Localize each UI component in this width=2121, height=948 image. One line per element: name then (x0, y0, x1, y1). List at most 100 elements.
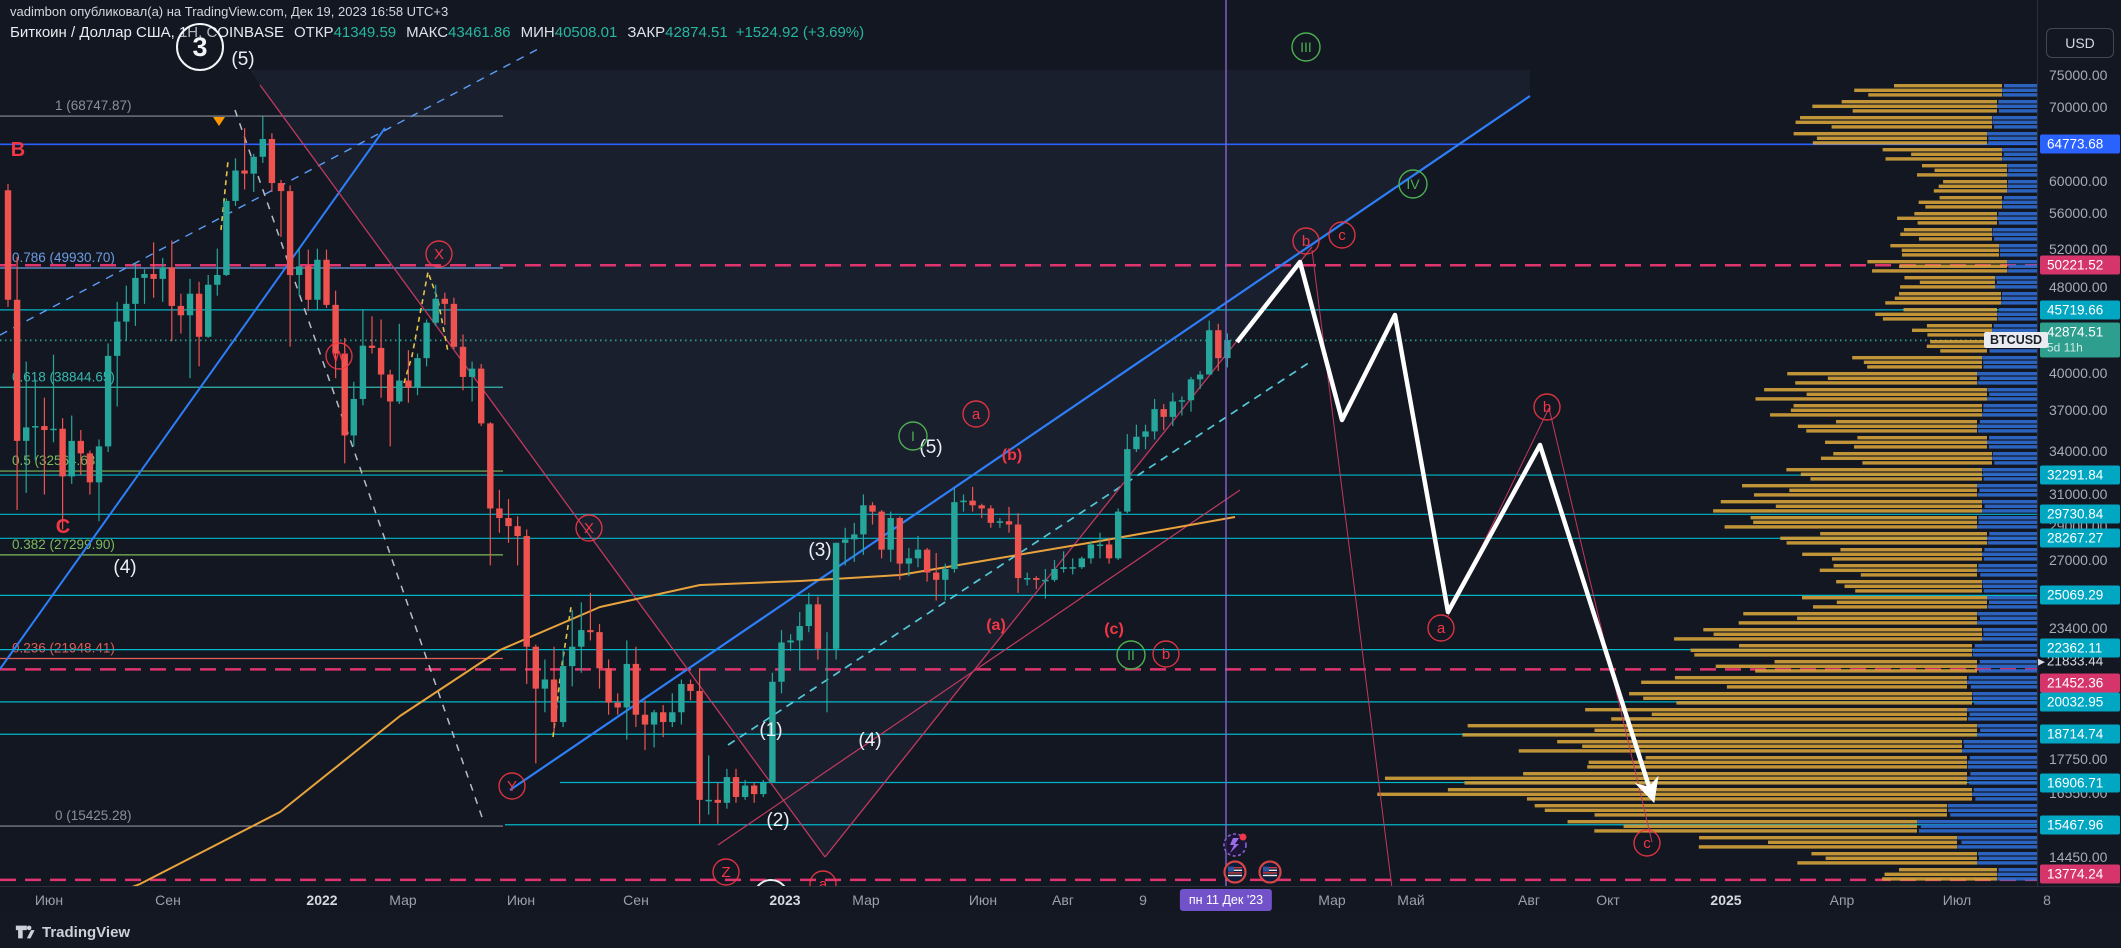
abc-wave-label[interactable]: C (56, 516, 70, 538)
price-level-tag: 64773.68 (2040, 134, 2120, 154)
forecast-zigzag-arrow[interactable] (1235, 259, 1659, 804)
roman-cycle-label[interactable]: I (898, 421, 928, 451)
circled-wave-label[interactable]: a (962, 400, 990, 428)
live-stream-icon[interactable] (1223, 833, 1247, 857)
tradingview-brand[interactable]: TradingView (14, 921, 130, 943)
ohlc-field-label: МИН (520, 24, 555, 41)
elliott-wave-label[interactable]: (2) (766, 810, 789, 831)
abc-wave-label[interactable]: (a) (986, 617, 1006, 634)
circled-wave-label[interactable]: c (1328, 221, 1356, 249)
circled-wave-label[interactable]: Y (498, 772, 526, 800)
circled-wave-label[interactable]: a (809, 870, 837, 897)
circled-wave-label[interactable]: W (325, 342, 353, 370)
elliott-wave-label[interactable]: (5) (919, 437, 942, 458)
circled-wave-label[interactable]: X (575, 514, 603, 542)
trendline-red-proj-fall[interactable] (1548, 407, 1653, 843)
current-price-tag: 42874.51 5d 11h (2040, 322, 2120, 358)
symbol-price-chip: BTCUSD (1984, 332, 2049, 349)
price-tick: 40000.00 (2049, 365, 2108, 382)
roman-cycle-label[interactable]: II (1116, 640, 1146, 670)
price-change: +1524.92 (+3.69%) (735, 24, 865, 41)
price-level-tag: 32291.84 (2040, 465, 2120, 485)
svg-text:Z: Z (721, 864, 730, 881)
time-axis-month-label: Июл (1942, 892, 1972, 908)
svg-text:c: c (1643, 835, 1651, 852)
trendline-red-channel-low[interactable] (717, 489, 1241, 846)
fib-level-label: 1 (68747.87) (55, 98, 132, 113)
svg-text:II: II (1127, 647, 1135, 663)
moving-average-line (132, 516, 1236, 886)
abc-wave-label[interactable]: (b) (1002, 447, 1022, 464)
channel-fill (250, 70, 1530, 857)
svg-text:b: b (1543, 399, 1551, 416)
elliott-wave-label[interactable]: (5) (231, 49, 254, 70)
circled-wave-label[interactable]: b (1292, 227, 1320, 255)
price-tick: 23400.00 (2049, 620, 2108, 637)
price-level-tag: 15467.96 (2040, 815, 2120, 835)
step-3-badge: 3 (176, 23, 224, 71)
price-tick: 27000.00 (2049, 552, 2108, 569)
trendline-steep-blue[interactable] (0, 127, 386, 670)
trendline-blue-dashed[interactable] (0, 47, 541, 336)
elliott-wave-label[interactable]: (3) (808, 540, 831, 561)
price-level-tag: 16906.71 (2040, 773, 2120, 792)
price-tick: 48000.00 (2049, 278, 2108, 295)
roman-cycle-label[interactable]: III (1291, 32, 1321, 62)
time-axis-year-label: 2022 (306, 892, 338, 908)
price-tick: 34000.00 (2049, 442, 2108, 459)
elliott-wave-label[interactable]: (4) (113, 557, 136, 578)
circled-wave-label[interactable]: X (425, 240, 453, 268)
circled-wave-label[interactable]: c (1633, 829, 1661, 857)
time-axis-month-label: Окт (1596, 892, 1620, 908)
price-tick: 75000.00 (2049, 66, 2108, 83)
svg-text:a: a (819, 876, 828, 893)
yellow-dashed-wave (220, 160, 229, 231)
price-tick: 31000.00 (2049, 486, 2108, 503)
svg-text:b: b (1162, 646, 1170, 663)
symbol-title[interactable]: Биткоин / Доллар США, 1Н, COINBASE (10, 24, 284, 41)
time-axis-month-label: 9 (1139, 892, 1147, 908)
plot-area[interactable]: 1 (68747.87) 0.786 (49930.70) 0.618 (38844… (0, 0, 2037, 938)
price-tick: 60000.00 (2049, 172, 2108, 189)
roman-cycle-label[interactable]: IV (1398, 169, 1428, 199)
ohlc-field-label: МАКС (406, 24, 449, 41)
trendline-major-uptrend[interactable] (509, 95, 1531, 791)
trendline-red-desc[interactable] (259, 84, 826, 858)
price-tick: 70000.00 (2049, 99, 2108, 116)
economic-event-flag-icon[interactable] (1258, 860, 1282, 884)
price-level-tag: 22362.11 (2040, 638, 2120, 658)
price-level-tag: 18714.74 (2040, 724, 2120, 744)
price-level-tag: 13774.24 (2040, 864, 2120, 884)
price-tick: 52000.00 (2049, 240, 2108, 257)
time-axis-month-label: Июн (968, 892, 998, 908)
time-axis-month-label: Мар (852, 892, 880, 908)
currency-toggle-button[interactable]: USD (2046, 28, 2114, 58)
trendline-teal-dashed[interactable] (727, 361, 1311, 746)
circled-wave-label[interactable]: b (1152, 640, 1180, 668)
time-axis-month-label: Авг (1052, 892, 1074, 908)
trendline-red-rise[interactable] (824, 246, 1313, 858)
countdown-timer: 5d 11h (2047, 340, 2083, 355)
abc-wave-label[interactable]: (c) (1104, 621, 1124, 638)
circled-wave-label[interactable]: a (1427, 614, 1455, 642)
svg-text:X: X (434, 246, 444, 263)
abc-wave-label[interactable]: B (11, 139, 25, 161)
fib-level-label: 0.786 (49930.70) (12, 250, 115, 265)
elliott-wave-label[interactable]: (1) (759, 720, 782, 741)
time-axis-month-label: Апр (1829, 892, 1855, 908)
svg-text:c: c (1338, 227, 1346, 244)
time-axis-month-label: 8 (2043, 892, 2051, 908)
publish-byline: vadimbon опубликовал(а) на TradingView.c… (10, 4, 449, 19)
fib-level-label: 0.382 (27299.90) (12, 537, 115, 552)
price-scale[interactable]: USD 75000.00 70000.00 60000.00 56000.00 5200… (2037, 0, 2121, 886)
elliott-wave-label[interactable]: (4) (858, 730, 881, 751)
price-alert-marker[interactable]: ▶ 21833.44 (2038, 653, 2104, 669)
circled-wave-label[interactable]: Z (712, 858, 740, 886)
circled-wave-label[interactable]: b (1533, 393, 1561, 421)
time-axis-month-label: Мар (1318, 892, 1346, 908)
svg-text:III: III (1300, 39, 1312, 55)
time-axis[interactable]: пн 11 Дек '23 Июн Сен 2022 Мар Июн Сен 2023 Мар… (0, 886, 2121, 915)
economic-event-flag-icon[interactable] (1223, 860, 1247, 884)
price-level-tag: 50221.52 (2040, 255, 2120, 275)
